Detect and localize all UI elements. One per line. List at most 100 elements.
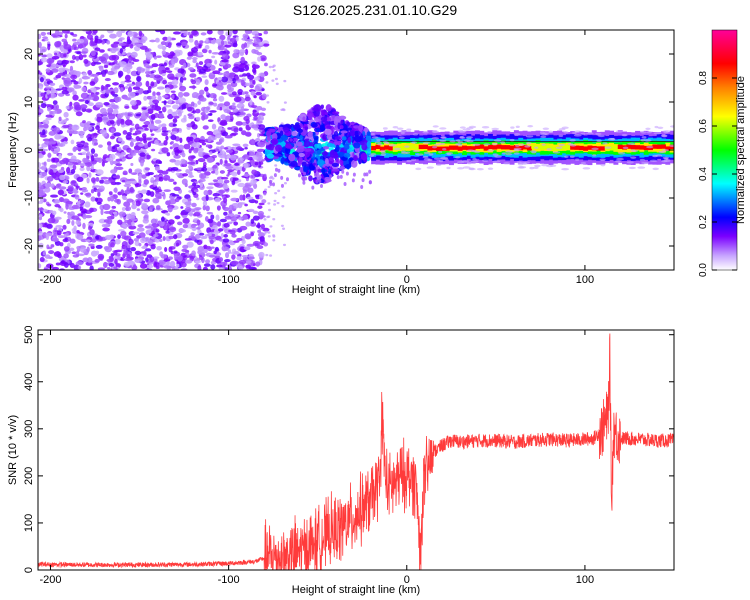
heatmap-cell xyxy=(263,30,269,35)
heatmap-cell xyxy=(158,112,164,119)
heatmap-cell xyxy=(115,158,123,162)
heatmap-cell xyxy=(259,236,265,242)
heatmap-cell xyxy=(243,116,250,122)
heatmap-cell xyxy=(65,232,69,237)
heatmap-cell xyxy=(251,138,255,146)
heatmap-cell xyxy=(243,246,251,251)
heatmap-cell xyxy=(76,176,84,183)
heatmap-cell xyxy=(446,166,451,170)
heatmap-cell xyxy=(63,53,67,58)
heatmap-cell xyxy=(106,40,111,45)
heatmap-cell xyxy=(221,53,229,59)
heatmap-band-cell xyxy=(479,144,485,149)
heatmap-cell xyxy=(46,223,53,229)
heatmap-cell xyxy=(95,91,100,95)
heatmap-cell xyxy=(316,174,322,181)
heatmap-cell xyxy=(264,188,268,191)
heatmap-cell xyxy=(123,201,131,208)
heatmap-cell xyxy=(245,221,251,227)
heatmap-cell xyxy=(87,137,93,142)
heatmap-cell xyxy=(272,69,276,72)
heatmap-cell xyxy=(98,144,103,148)
heatmap-band-cell xyxy=(444,146,450,151)
heatmap-cell xyxy=(321,167,326,175)
heatmap-cell xyxy=(267,202,271,205)
heatmap-cell xyxy=(663,131,669,134)
heatmap-cell xyxy=(163,140,168,146)
heatmap-band-cell xyxy=(574,145,580,150)
heatmap-cell xyxy=(143,63,150,68)
heatmap-cell xyxy=(52,199,61,204)
heatmap-cell xyxy=(168,235,174,240)
heatmap-cell xyxy=(171,194,180,197)
heatmap-cell xyxy=(301,175,305,180)
heatmap-cell xyxy=(218,67,222,72)
heatmap-cell xyxy=(69,60,75,64)
heatmap-cell xyxy=(130,218,138,222)
heatmap-cell xyxy=(98,56,107,62)
heatmap-band-cell xyxy=(544,144,550,149)
heatmap-cell xyxy=(229,133,237,137)
heatmap-cell xyxy=(207,231,214,238)
heatmap-cell xyxy=(137,224,144,228)
heatmap-cell xyxy=(239,225,248,231)
heatmap-cell xyxy=(123,249,129,256)
heatmap-cell xyxy=(376,138,381,142)
heatmap-cell xyxy=(51,55,60,60)
heatmap-cell xyxy=(69,101,73,107)
heatmap-cell xyxy=(129,186,134,193)
heatmap-cell xyxy=(47,203,52,207)
heatmap-cell xyxy=(70,32,74,36)
heatmap-cell xyxy=(59,261,68,267)
heatmap-cell xyxy=(167,54,174,59)
heatmap-cell xyxy=(38,162,42,168)
heatmap-cell xyxy=(103,101,110,106)
heatmap-cell xyxy=(334,136,341,140)
heatmap-cell xyxy=(195,108,201,114)
heatmap-cell xyxy=(90,189,95,194)
heatmap-cell xyxy=(199,232,205,236)
heatmap-cell xyxy=(209,151,213,155)
heatmap-cell xyxy=(304,126,309,131)
heatmap-cell xyxy=(166,261,170,266)
heatmap-cell xyxy=(144,167,151,171)
heatmap-cell xyxy=(228,266,233,270)
heatmap-cell xyxy=(616,157,624,161)
heatmap-cell xyxy=(262,227,270,232)
heatmap-cell xyxy=(622,146,629,150)
heatmap-cell xyxy=(166,152,171,157)
heatmap-cell xyxy=(167,219,175,225)
heatmap-cell xyxy=(335,144,340,153)
heatmap-cell xyxy=(220,145,225,150)
heatmap-cell xyxy=(93,76,99,83)
heatmap-band-cell xyxy=(457,146,463,151)
heatmap-cell xyxy=(382,127,388,130)
heatmap-cell xyxy=(131,221,135,227)
heatmap-cell xyxy=(178,144,184,151)
heatmap-cell xyxy=(595,132,602,136)
heatmap-cell xyxy=(153,140,159,144)
heatmap-cell xyxy=(173,58,178,64)
heatmap-cell xyxy=(107,145,113,152)
heatmap-cell xyxy=(71,251,77,255)
heatmap-cell xyxy=(510,126,515,129)
heatmap-cell xyxy=(83,58,89,65)
heatmap-cell xyxy=(172,31,181,35)
heatmap-cell xyxy=(513,147,522,151)
heatmap-cell xyxy=(440,156,449,160)
heatmap-cell xyxy=(212,192,220,197)
heatmap-cell xyxy=(126,198,134,203)
heatmap-cell xyxy=(69,262,75,269)
heatmap-cell xyxy=(43,123,49,129)
heatmap-cell xyxy=(182,244,189,249)
heatmap-cell xyxy=(226,174,230,177)
heatmap-cell xyxy=(337,122,341,130)
heatmap-cell xyxy=(252,79,256,85)
heatmap-cell xyxy=(188,37,194,43)
heatmap-cell xyxy=(223,63,232,69)
heatmap-cell xyxy=(431,137,439,140)
heatmap-cell xyxy=(368,154,374,157)
heatmap-cell xyxy=(140,160,144,167)
heatmap-cell xyxy=(137,190,142,194)
